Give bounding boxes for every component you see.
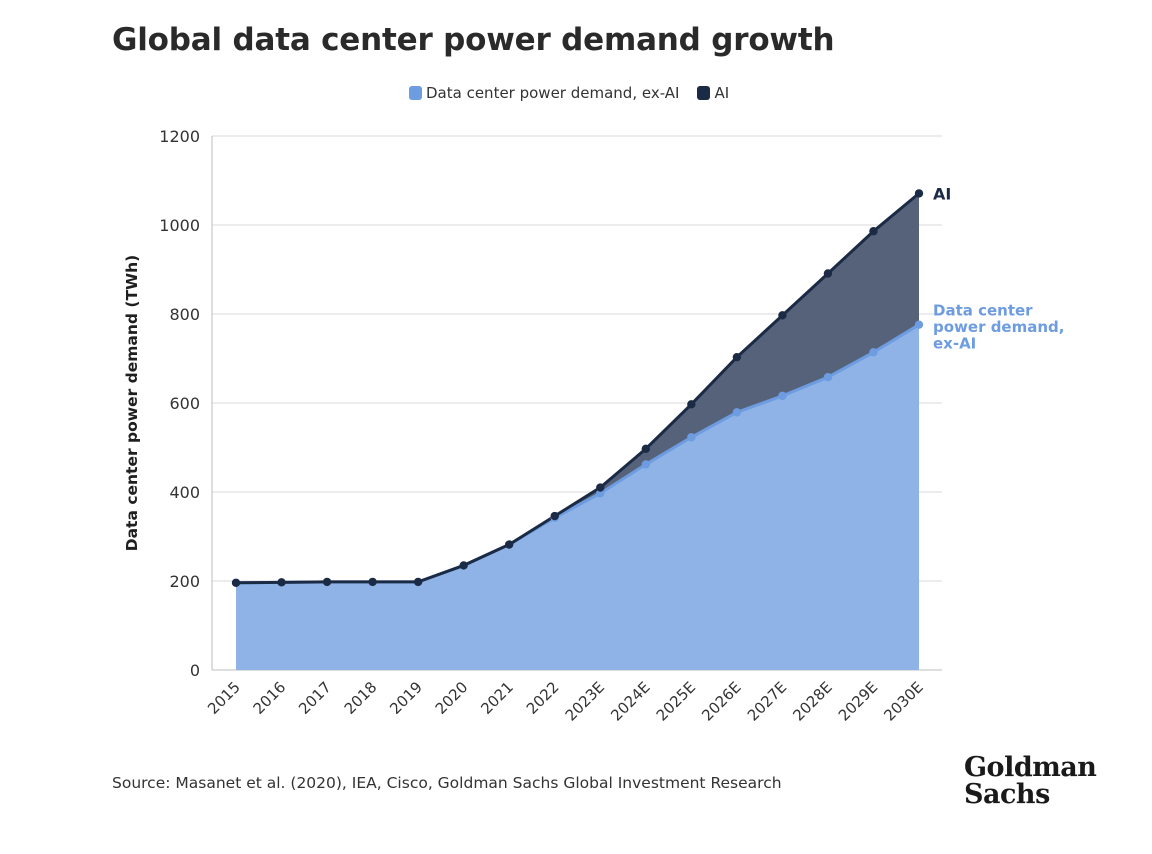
ex-ai-point [778, 391, 787, 401]
ex-ai-point [641, 460, 650, 469]
legend: Data center power demand, ex-AI AI [409, 84, 729, 102]
y-tick-label: 200 [169, 572, 200, 591]
x-tick-label: 2021 [477, 678, 517, 718]
legend-item-ex-ai: Data center power demand, ex-AI [409, 84, 679, 102]
ex-ai-point [596, 489, 605, 498]
y-axis-label: Data center power demand (TWh) [123, 255, 141, 552]
legend-swatch-ex-ai [409, 86, 422, 100]
ai-point [505, 540, 514, 549]
ai-point [778, 311, 787, 320]
legend-label-ai: AI [714, 84, 730, 102]
ai-point [914, 189, 924, 198]
logo-line-2: Sachs [964, 779, 1050, 810]
x-tick-label: 2015 [204, 678, 244, 718]
ai-point [823, 269, 833, 278]
ex-ai-point [914, 320, 924, 329]
ex-ai-point [687, 433, 696, 442]
legend-label-ex-ai: Data center power demand, ex-AI [426, 84, 680, 102]
logo-line-1: Goldman [964, 752, 1097, 783]
ai-point [413, 577, 423, 587]
ex-ai-end-label-line: ex-AI [933, 335, 976, 353]
y-tick-label: 1000 [159, 216, 200, 235]
x-tick-label: 2019 [386, 678, 426, 718]
ai-point [869, 227, 878, 236]
ai-point [277, 578, 286, 587]
ai-point [459, 561, 468, 570]
ex-ai-point [823, 372, 833, 382]
y-tick-label: 800 [169, 305, 200, 324]
x-tick-label: 2027E [744, 678, 790, 724]
x-tick-label: 2016 [250, 678, 290, 718]
chart-title: Global data center power demand growth [112, 22, 835, 58]
x-tick-label: 2025E [653, 678, 699, 724]
x-tick-label: 2020 [432, 678, 472, 718]
ai-point [687, 400, 696, 409]
goldman-sachs-logo: Goldman Sachs [964, 752, 1097, 810]
ex-ai-point [869, 348, 878, 357]
x-tick-label: 2023E [562, 678, 608, 724]
ai-point [732, 352, 742, 362]
ex-ai-area [236, 324, 919, 670]
y-tick-label: 400 [169, 483, 200, 502]
y-tick-label: 1200 [159, 127, 200, 146]
ai-line [235, 192, 920, 585]
x-tick-label: 2017 [295, 678, 335, 718]
x-tick-label: 2018 [341, 678, 381, 718]
x-tick-label: 2028E [789, 678, 835, 724]
ai-point [550, 511, 559, 521]
ai-point [322, 577, 332, 587]
ai-point [368, 577, 377, 587]
y-tick-label: 600 [169, 394, 200, 413]
ai-point [231, 578, 241, 587]
x-tick-label: 2026E [698, 678, 744, 724]
ai-point [641, 444, 650, 454]
x-tick-label: 2024E [607, 678, 653, 724]
ex-ai-end-label-line: Data center [933, 302, 1033, 320]
x-tick-label: 2022 [523, 678, 563, 718]
x-tick-label: 2030E [880, 678, 926, 724]
ex-ai-point [732, 408, 742, 417]
ai-point [596, 483, 605, 492]
legend-swatch-ai [697, 86, 711, 100]
ai-end-label: AI [933, 184, 951, 203]
x-tick-label: 2029E [835, 678, 881, 724]
legend-item-ai: AI [697, 84, 729, 102]
source-note: Source: Masanet et al. (2020), IEA, Cisc… [112, 774, 782, 792]
y-tick-label: 0 [190, 661, 200, 680]
ex-ai-end-label-line: power demand, [933, 318, 1064, 336]
